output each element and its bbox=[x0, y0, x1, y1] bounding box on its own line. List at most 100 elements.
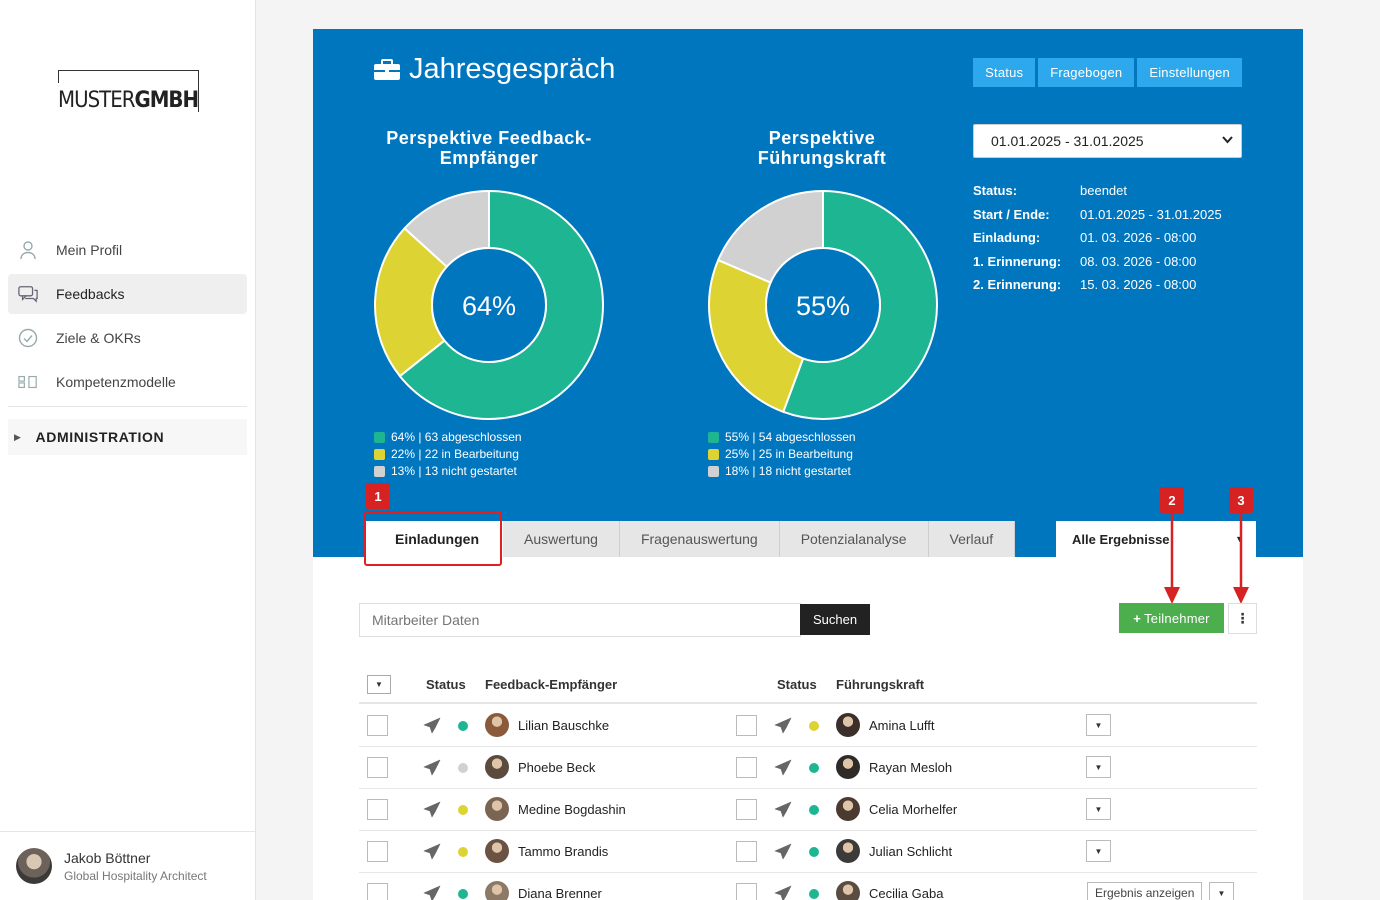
column-status-manager: Status bbox=[777, 677, 817, 692]
row-checkbox[interactable] bbox=[367, 757, 388, 778]
manager-name: Amina Lufft bbox=[869, 718, 935, 733]
tab-auswertung[interactable]: Auswertung bbox=[503, 521, 620, 557]
survey-header: Jahresgespräch Status Fragebogen Einstel… bbox=[313, 29, 1303, 557]
status-dot bbox=[458, 721, 468, 731]
table-header: ▼ Status Feedback-Empfänger Status Führu… bbox=[359, 670, 1257, 704]
row-actions-dropdown[interactable]: ▼ bbox=[1209, 882, 1234, 900]
donut-chart-manager: 55% bbox=[708, 189, 938, 420]
row-actions-dropdown[interactable]: ▼ bbox=[1086, 756, 1111, 778]
sidebar-item-ziele-okrs[interactable]: Ziele & OKRs bbox=[8, 318, 247, 358]
manager-name: Julian Schlicht bbox=[869, 844, 953, 859]
status-dot bbox=[458, 847, 468, 857]
show-result-button[interactable]: Ergebnis anzeigen bbox=[1087, 882, 1203, 900]
send-icon[interactable] bbox=[774, 801, 792, 819]
info-row: Status: beendet bbox=[973, 179, 1222, 203]
table-row: Diana Brenner Cecilia Gaba Ergebnis anzeig… bbox=[359, 873, 1257, 900]
legend-label: 22% | 22 in Bearbeitung bbox=[391, 447, 519, 461]
status-dot bbox=[809, 805, 819, 815]
manager-checkbox[interactable] bbox=[736, 841, 757, 862]
send-icon[interactable] bbox=[774, 885, 792, 900]
send-icon[interactable] bbox=[423, 717, 441, 735]
search-input[interactable] bbox=[359, 603, 801, 637]
tab-verlauf[interactable]: Verlauf bbox=[928, 521, 1016, 557]
legend-label: 55% | 54 abgeschlossen bbox=[725, 430, 856, 444]
row-checkbox[interactable] bbox=[367, 799, 388, 820]
recipient-name: Phoebe Beck bbox=[518, 760, 596, 775]
send-icon[interactable] bbox=[423, 843, 441, 861]
check-circle-icon bbox=[18, 328, 38, 348]
sidebar-nav: Mein Profil Feedbacks Ziele & OKRs Kompe… bbox=[8, 230, 247, 455]
donut-center-label: 55% bbox=[796, 291, 850, 321]
avatar bbox=[836, 839, 860, 863]
annotation-badge-2: 2 bbox=[1160, 487, 1184, 513]
donut-hole bbox=[765, 247, 881, 363]
sidebar-item-mein-profil[interactable]: Mein Profil bbox=[8, 230, 247, 270]
info-key: Start / Ende: bbox=[973, 206, 1050, 222]
fragebogen-button[interactable]: Fragebogen bbox=[1038, 58, 1135, 87]
legend-swatch bbox=[708, 449, 719, 460]
search-button[interactable]: Suchen bbox=[800, 604, 870, 635]
result-filter-select[interactable]: Alle Ergebnisse ▼ bbox=[1056, 521, 1256, 557]
send-icon[interactable] bbox=[423, 801, 441, 819]
annotation-badge-1: 1 bbox=[366, 483, 390, 509]
manager-name: Cecilia Gaba bbox=[869, 886, 944, 900]
tab-fragenauswertung[interactable]: Fragenauswertung bbox=[619, 521, 780, 557]
avatar bbox=[16, 848, 52, 884]
caret-right-icon: ▶ bbox=[14, 431, 22, 442]
user-icon bbox=[18, 240, 38, 260]
status-dot bbox=[809, 763, 819, 773]
user-profile[interactable]: Jakob Böttner Global Hospitality Archite… bbox=[0, 831, 255, 900]
avatar bbox=[485, 839, 509, 863]
row-actions-dropdown[interactable]: ▼ bbox=[1086, 798, 1111, 820]
sidebar-item-administration[interactable]: ▶ ADMINISTRATION bbox=[8, 419, 247, 455]
send-icon[interactable] bbox=[423, 885, 441, 900]
manager-checkbox[interactable] bbox=[736, 883, 757, 900]
chart-title-manager: Perspektive Führungskraft bbox=[757, 128, 887, 168]
nav-divider bbox=[8, 406, 247, 407]
send-icon[interactable] bbox=[774, 843, 792, 861]
info-value: beendet bbox=[1080, 183, 1127, 199]
einstellungen-button[interactable]: Einstellungen bbox=[1137, 58, 1242, 87]
competency-model-icon bbox=[18, 372, 38, 392]
send-icon[interactable] bbox=[774, 759, 792, 777]
send-icon[interactable] bbox=[423, 759, 441, 777]
manager-checkbox[interactable] bbox=[736, 757, 757, 778]
tab-einladungen[interactable]: Einladungen bbox=[365, 521, 503, 557]
page-title: Jahresgespräch bbox=[373, 53, 615, 86]
legend-entry-3: 13% | 13 nicht gestartet bbox=[374, 463, 522, 480]
sidebar-item-kompetenzmodelle[interactable]: Kompetenzmodelle bbox=[8, 362, 247, 402]
tab-potenzialanalyse[interactable]: Potenzialanalyse bbox=[779, 521, 929, 557]
header-buttons: Status Fragebogen Einstellungen bbox=[973, 58, 1242, 87]
info-key: Einladung: bbox=[973, 230, 1041, 246]
company-logo[interactable]: MUSTERGMBH bbox=[58, 70, 199, 112]
briefcase-icon bbox=[374, 58, 400, 80]
period-select[interactable]: 01.01.2025 - 31.01.2025 bbox=[973, 124, 1242, 158]
row-checkbox[interactable] bbox=[367, 841, 388, 862]
add-participant-button[interactable]: + Teilnehmer bbox=[1119, 603, 1224, 633]
legend-label: 13% | 13 nicht gestartet bbox=[391, 464, 517, 478]
user-role: Global Hospitality Architect bbox=[64, 868, 207, 883]
donut-center-label: 64% bbox=[462, 291, 516, 321]
info-row: Einladung: 01. 03. 2026 - 08:00 bbox=[973, 226, 1222, 250]
donut-hole bbox=[431, 247, 547, 363]
manager-name: Celia Morhelfer bbox=[869, 802, 958, 817]
recipient-name: Tammo Brandis bbox=[518, 844, 609, 859]
column-feedback-recipient: Feedback-Empfänger bbox=[485, 677, 618, 692]
manager-checkbox[interactable] bbox=[736, 715, 757, 736]
row-actions-dropdown[interactable]: ▼ bbox=[1086, 714, 1111, 736]
annotation-arrow-3 bbox=[1233, 513, 1249, 604]
bulk-select-dropdown[interactable]: ▼ bbox=[367, 675, 391, 694]
legend-swatch bbox=[374, 449, 385, 460]
row-checkbox[interactable] bbox=[367, 715, 388, 736]
row-checkbox[interactable] bbox=[367, 883, 388, 900]
tab-bar: Einladungen Auswertung Fragenauswertung … bbox=[365, 521, 1016, 557]
info-row: 1. Erinnerung: 08. 03. 2026 - 08:00 bbox=[973, 250, 1222, 274]
legend-swatch bbox=[708, 466, 719, 477]
info-key: Status: bbox=[973, 183, 1018, 199]
manager-checkbox[interactable] bbox=[736, 799, 757, 820]
sidebar-item-feedbacks[interactable]: Feedbacks bbox=[8, 274, 247, 314]
status-button[interactable]: Status bbox=[973, 58, 1036, 87]
more-options-button[interactable]: ⋮ bbox=[1228, 603, 1257, 634]
row-actions-dropdown[interactable]: ▼ bbox=[1086, 840, 1111, 862]
send-icon[interactable] bbox=[774, 717, 792, 735]
